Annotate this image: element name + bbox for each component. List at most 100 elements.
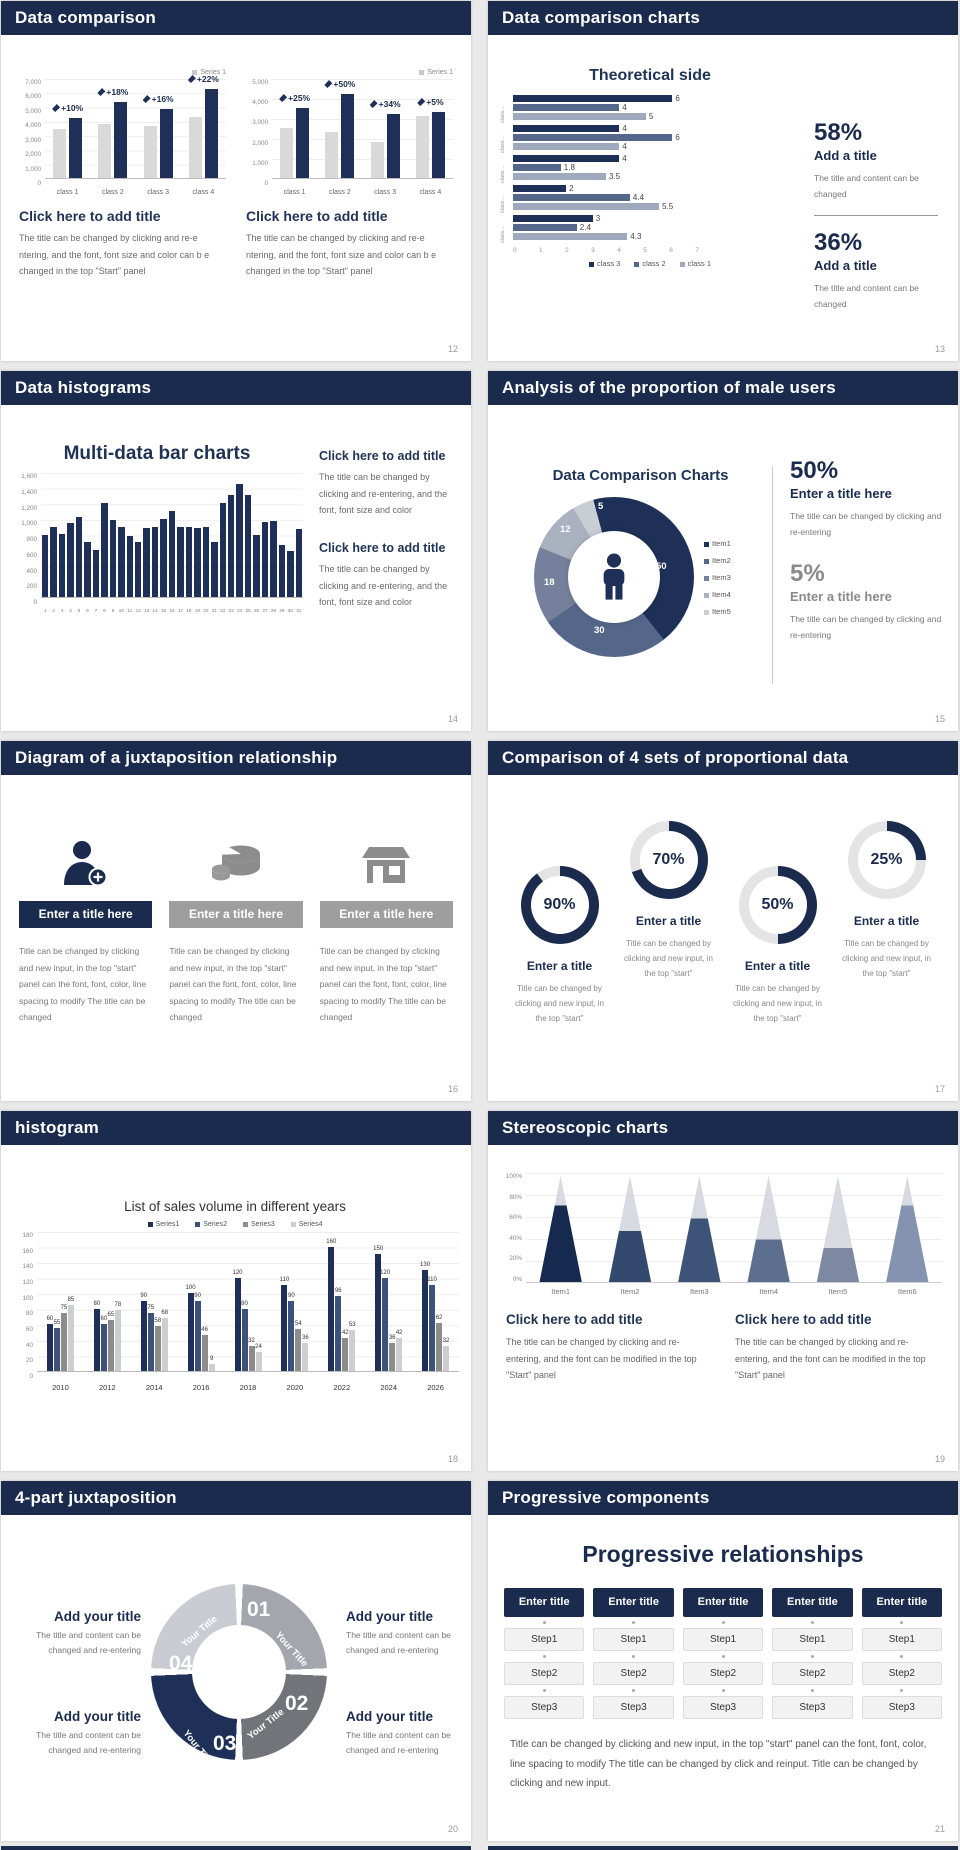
- connector-dot: [721, 1655, 725, 1658]
- bar: [513, 224, 577, 231]
- cone: [816, 1176, 860, 1282]
- page-number: 19: [934, 1454, 945, 1464]
- slide-juxtaposition-diagram[interactable]: Diagram of a juxtaposition relationship …: [1, 741, 471, 1101]
- connector-dot: [810, 1655, 814, 1658]
- ring-charts: 90% Enter a title Title can be changed b…: [488, 775, 958, 1026]
- progress-ring: 90%: [520, 866, 599, 944]
- chart-legend: Series 1: [19, 69, 226, 76]
- pin-icon: [417, 98, 426, 106]
- ring-title: Enter a title: [744, 959, 811, 973]
- step-box: Step1: [593, 1628, 674, 1651]
- cone: [539, 1176, 582, 1282]
- ring-item: 70% Enter a title Title can be changed b…: [621, 821, 716, 1026]
- pin-icon: [279, 94, 288, 102]
- divider: [814, 215, 938, 217]
- bar: 120: [232, 1270, 243, 1371]
- stats-column: 50% Enter a title here The title can be …: [790, 457, 942, 644]
- slice-label: 12: [560, 524, 571, 535]
- bar: 60: [47, 1316, 53, 1371]
- step-column: Enter title Step1 Step2 Step3: [682, 1588, 764, 1719]
- slide-progressive-components[interactable]: Progressive components Progressive relat…: [488, 1481, 958, 1841]
- step-column: Enter title Step1 Step2 Step3: [504, 1588, 585, 1719]
- bar: [126, 536, 133, 597]
- progress-ring: 50%: [738, 866, 817, 944]
- slide-title-bar: Stereoscopic charts: [488, 1111, 958, 1145]
- slide-4-part-juxtaposition[interactable]: 4-part juxtaposition 01 Your Title 02 You…: [1, 1481, 471, 1841]
- ring-body: Title can be changed by clicking and new…: [624, 939, 713, 978]
- slide-data-comparison[interactable]: Data comparison Series 1 7,000 6,000 5,000…: [1, 1, 471, 361]
- ring-item: 90% Enter a title Title can be changed b…: [512, 866, 607, 1026]
- comparison-panels: Series 1 7,000 6,000 5,000 4,000 3,000 2,000 1…: [1, 35, 471, 280]
- bar: 68: [161, 1310, 168, 1371]
- slide-data-histograms[interactable]: Data histograms Multi-data bar charts 1,…: [1, 371, 471, 731]
- bar: 90: [194, 1293, 201, 1371]
- juxtaposition-item: Enter a title here Title can be changed …: [169, 827, 303, 1026]
- connector-dot: [542, 1689, 546, 1692]
- slide-stereoscopic-charts[interactable]: Stereoscopic charts 100% 80% 60% 40% 20% 0% I…: [488, 1111, 958, 1471]
- bar: [253, 534, 260, 597]
- bar: 55: [54, 1320, 60, 1371]
- bar: [109, 519, 117, 597]
- block-title: Add your title: [54, 1609, 141, 1624]
- chart-legend: Series 1: [246, 69, 453, 76]
- bar: 110: [427, 1277, 437, 1371]
- bar: [370, 142, 384, 178]
- text-column: Click here to add title The title can be…: [303, 443, 459, 633]
- slide-title-bar: Data comparison: [1, 1, 471, 35]
- bar: [278, 545, 286, 597]
- pin-icon: [52, 104, 61, 112]
- slice-label: 30: [594, 625, 605, 636]
- bar: [513, 203, 660, 210]
- step-box: Step2: [772, 1662, 853, 1685]
- page-number: 17: [934, 1084, 945, 1094]
- person-plus-icon: [19, 827, 152, 901]
- chart-legend: class 3 class 2 class 1: [500, 259, 800, 268]
- step-column: Enter title Step1 Step2 Step3: [593, 1588, 674, 1719]
- bar: [513, 134, 673, 141]
- bar: [185, 526, 193, 597]
- step-column: Enter title Step1 Step2 Step3: [772, 1588, 853, 1719]
- bar: [160, 518, 167, 597]
- step-columns: Enter title Step1 Step2 Step3 Enter title St…: [488, 1588, 958, 1719]
- slide-title-bar: Comparison of 4 sets of proportional dat…: [488, 741, 958, 775]
- column-header: Enter title: [772, 1588, 853, 1617]
- bar: [513, 194, 630, 201]
- bar: [513, 233, 628, 240]
- slide-title-bar: histogram: [1, 1111, 471, 1145]
- legend-item: Item1: [704, 539, 731, 548]
- bar: [92, 550, 100, 597]
- bar: [513, 125, 620, 132]
- bar: [53, 129, 67, 178]
- slide-data-comparison-charts[interactable]: Data comparison charts Theoretical side …: [488, 1, 958, 361]
- bar: 53: [349, 1322, 356, 1371]
- step-box: Step3: [593, 1696, 674, 1719]
- slide-histogram[interactable]: histogram List of sales volume in differ…: [1, 1111, 471, 1471]
- bar: 150: [373, 1246, 383, 1371]
- step-box: Step1: [682, 1628, 764, 1651]
- block-title: Add your title: [346, 1609, 433, 1624]
- slice-label: 18: [544, 577, 555, 588]
- bar: 85: [68, 1297, 74, 1371]
- bar: [236, 483, 243, 597]
- cone-chart: 100% 80% 60% 40% 20% 0% Item1 Item2 Item3 Item4 I…: [500, 1173, 942, 1296]
- slide-title-bar: Analysis of the proportion of male users: [488, 371, 958, 405]
- slide-male-users-analysis[interactable]: Analysis of the proportion of male users…: [488, 371, 958, 731]
- bar: 130: [420, 1262, 430, 1371]
- slice-label: 5: [598, 501, 604, 512]
- segment-number: 04: [169, 1652, 193, 1675]
- grouped-bar-chart: Series 1 5,000 4,000 3,000 2,000 1,000 0 +25%…: [246, 69, 453, 196]
- connector-dot: [721, 1621, 725, 1624]
- stats-column: 58% Add a title The title and content ca…: [800, 61, 944, 313]
- text-block: Add your title The title and content can…: [13, 1709, 141, 1758]
- bar: [431, 112, 445, 178]
- bar: [280, 128, 294, 178]
- slide-title-bar: Data histograms: [1, 371, 471, 405]
- bar: 62: [436, 1315, 442, 1371]
- block-body: The title can be changed by clicking and…: [506, 1337, 697, 1381]
- legend-item: Item5: [704, 607, 731, 616]
- progress-ring: 25%: [847, 821, 926, 899]
- bar: 80: [241, 1301, 248, 1371]
- slide-proportional-data[interactable]: Comparison of 4 sets of proportional dat…: [488, 741, 958, 1101]
- bar: 54: [295, 1321, 302, 1371]
